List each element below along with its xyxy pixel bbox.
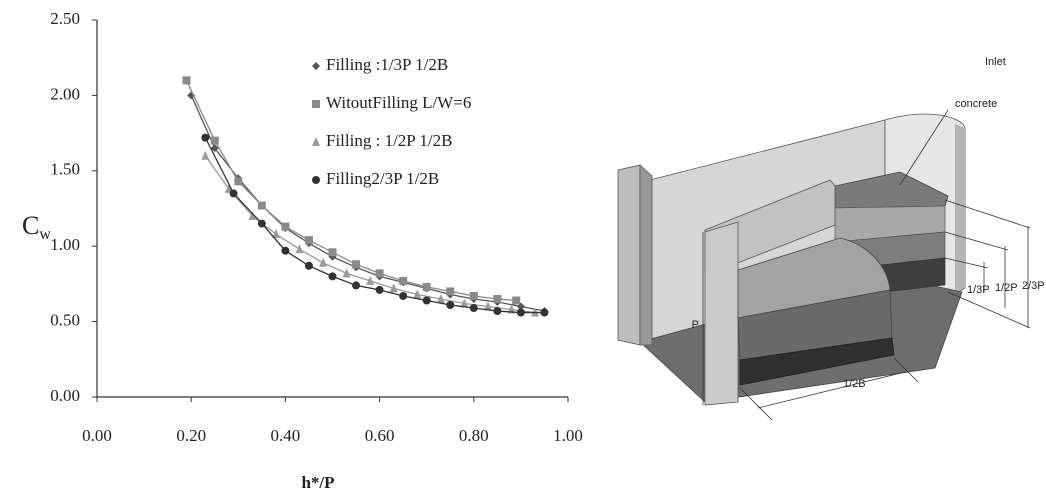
marker [201, 150, 210, 160]
marker [413, 289, 422, 299]
marker [229, 189, 238, 198]
pillar-front [704, 221, 739, 406]
chart: h*/P Cw 0.00 0.50 1.00 1.50 2.00 2.50 0.00 0.20… [22, 9, 583, 492]
marker [271, 229, 280, 239]
legend-item: WitoutFilling L/W=6 [312, 93, 471, 112]
series-line [204, 137, 545, 314]
marker [328, 252, 337, 261]
x-tick-label: 0.60 [365, 426, 395, 445]
legend-item: Filling : 1/2P 1/2B [312, 131, 452, 150]
half-label: 1/2P [995, 282, 1018, 294]
y-tick-label: 2.00 [50, 84, 80, 103]
marker [446, 301, 455, 310]
marker [493, 294, 502, 303]
marker [182, 76, 191, 85]
marker [460, 298, 469, 308]
legend-label: WitoutFilling L/W=6 [326, 93, 471, 112]
y-tick-label: 1.00 [50, 235, 80, 254]
concrete-label: concrete [955, 98, 997, 110]
marker [366, 275, 375, 285]
marker [446, 287, 455, 296]
third-label: 1/3P [967, 284, 990, 296]
left-slab-front [617, 164, 641, 346]
marker [295, 244, 304, 254]
marker [281, 246, 290, 255]
x-tick-label: 0.40 [271, 426, 301, 445]
marker [540, 308, 549, 317]
x-tick-label: 0.00 [82, 426, 112, 445]
marker [201, 133, 210, 142]
marker [469, 291, 478, 300]
marker [210, 144, 219, 153]
width-label: 1/2B [843, 378, 866, 390]
x-tick-label: 1.00 [553, 426, 583, 445]
height-label: P [692, 319, 699, 331]
marker [512, 296, 521, 305]
marker [328, 248, 337, 257]
legend-item: Filling2/3P 1/2B [312, 169, 439, 188]
marker [328, 272, 337, 281]
left-slab-side [639, 164, 653, 346]
legend-item: Filling :1/3P 1/2B [312, 55, 448, 74]
dimension-lines [702, 109, 1031, 421]
marker [312, 176, 320, 184]
y-axis-label: Cw [22, 211, 51, 243]
x-axis-label: h*/P [301, 473, 334, 492]
marker [436, 293, 445, 303]
x-tick-label: 0.20 [176, 426, 206, 445]
marker [352, 281, 361, 290]
marker [352, 260, 361, 269]
two-thirds-label: 2/3P [1022, 280, 1045, 292]
y-tick-label: 0.00 [50, 386, 80, 405]
y-axis-label-main: C [22, 211, 39, 240]
legend-label: Filling2/3P 1/2B [326, 169, 439, 188]
series-line [190, 95, 545, 312]
marker [257, 219, 266, 228]
step-lower [739, 337, 895, 386]
legend-label: Filling : 1/2P 1/2B [326, 131, 452, 150]
marker [312, 100, 320, 108]
marker [516, 308, 525, 317]
diagram: Inlet concrete 1/3P 1/2P 2/3P P 1/2B [617, 56, 1045, 421]
x-tick-label: 0.80 [459, 426, 489, 445]
curved-wall-edge [955, 124, 965, 292]
marker [312, 137, 320, 146]
marker [389, 283, 398, 293]
y-tick-label: 0.50 [50, 311, 80, 330]
marker [210, 136, 219, 145]
marker [248, 211, 257, 221]
marker [312, 62, 320, 70]
marker [304, 236, 313, 245]
y-tick-label: 1.50 [50, 160, 80, 179]
inlet-label: Inlet [985, 56, 1006, 68]
y-axis-label-sub: w [39, 226, 51, 243]
marker [422, 296, 431, 305]
y-tick-label: 2.50 [50, 9, 80, 28]
marker [422, 282, 431, 291]
marker [493, 307, 502, 316]
marker [257, 201, 266, 210]
marker [375, 285, 384, 294]
marker [483, 301, 492, 311]
marker [281, 222, 290, 231]
legend-label: Filling :1/3P 1/2B [326, 55, 448, 74]
marker [304, 261, 313, 270]
marker [375, 269, 384, 278]
marker [469, 304, 478, 313]
marker [399, 291, 408, 300]
marker [234, 177, 243, 186]
marker [516, 302, 525, 311]
marker [342, 268, 351, 278]
marker [319, 257, 328, 267]
marker [399, 276, 408, 285]
